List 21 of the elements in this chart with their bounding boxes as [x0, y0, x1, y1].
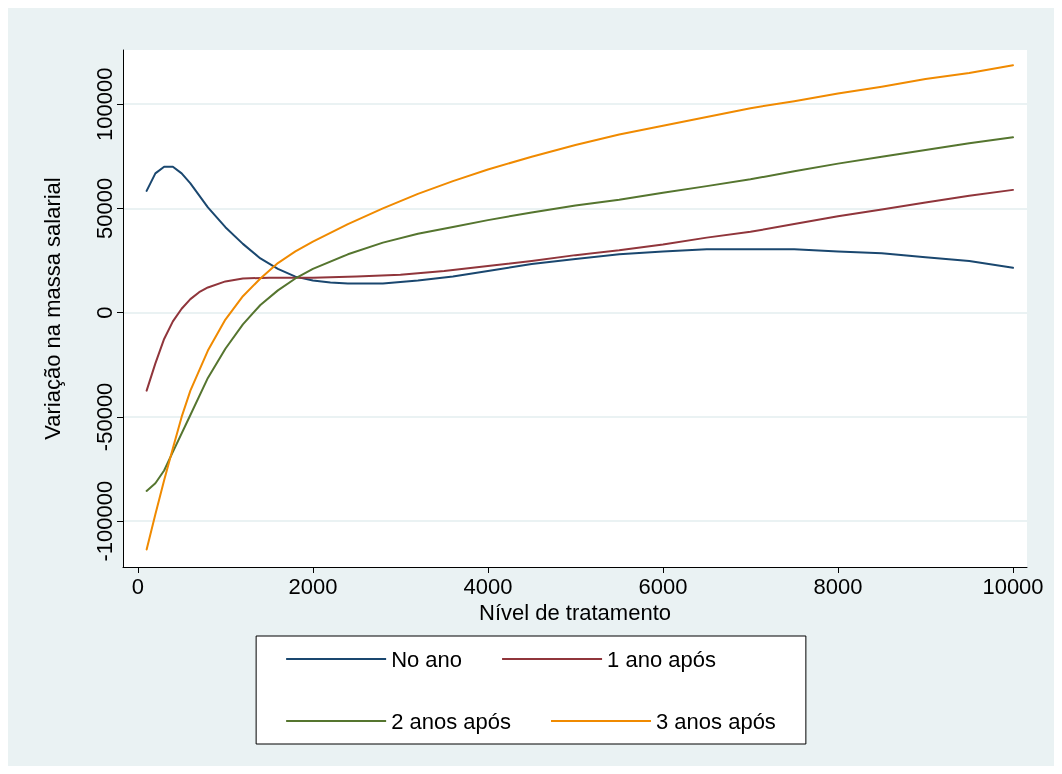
line-series [145, 136, 1014, 492]
line-series [145, 64, 1014, 551]
y-tick-label: 50000 [91, 177, 117, 240]
y-axis-title: Variação na massa salarial [39, 177, 65, 440]
x-tick-label: 2000 [288, 573, 338, 599]
x-tick-label: 6000 [638, 573, 688, 599]
legend-label: 2 anos após [391, 708, 511, 734]
line-series [145, 188, 1014, 392]
y-tick-label: 0 [91, 306, 117, 319]
line-series [145, 165, 1014, 285]
y-tick-label: -50000 [91, 382, 117, 452]
x-tick-label: 8000 [813, 573, 863, 599]
x-axis-title: Nível de tratamento [479, 600, 671, 626]
x-tick-label: 10000 [982, 573, 1044, 599]
y-tick-label: 100000 [91, 67, 117, 141]
legend-label: 3 anos após [656, 708, 776, 734]
x-tick-label: 4000 [463, 573, 513, 599]
x-tick-label: 0 [131, 573, 144, 599]
legend-label: No ano [391, 646, 463, 672]
y-tick-label: -100000 [91, 480, 117, 562]
legend-label: 1 ano após [607, 646, 716, 672]
